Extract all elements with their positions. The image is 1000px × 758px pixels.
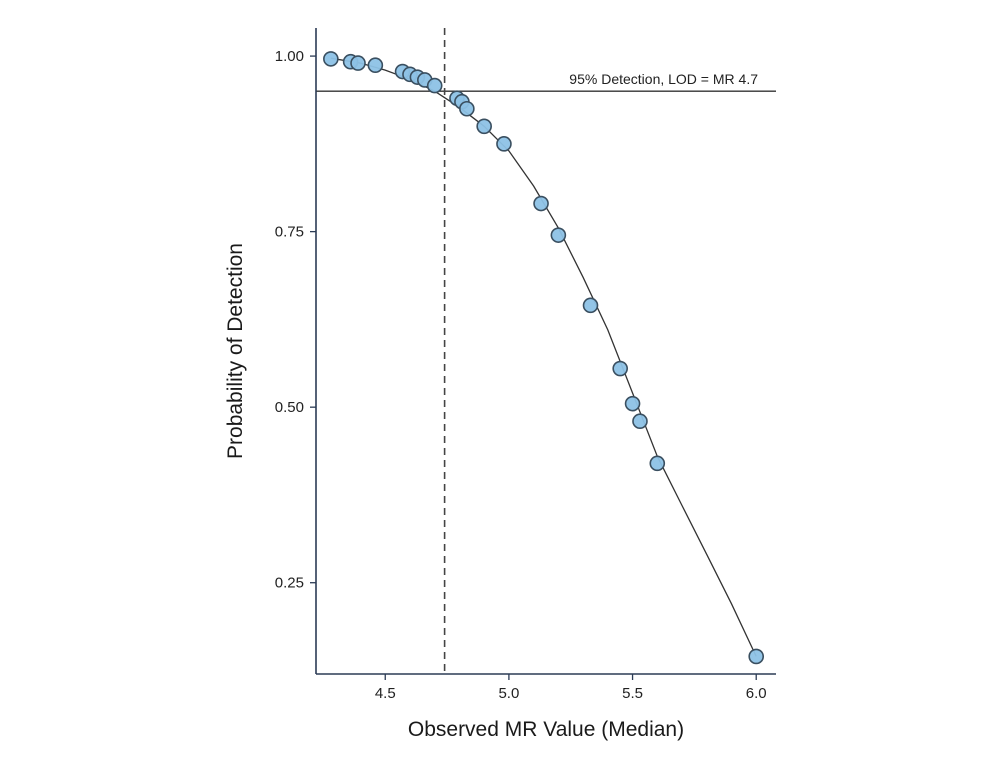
hline-annotation: 95% Detection, LOD = MR 4.7 xyxy=(569,71,758,87)
data-point xyxy=(582,297,599,314)
data-point xyxy=(350,55,366,71)
y-tick-label: 0.75 xyxy=(275,224,304,241)
axes-group xyxy=(310,28,776,680)
data-point xyxy=(748,648,765,665)
data-point xyxy=(649,455,666,472)
x-tick-label: 4.5 xyxy=(375,685,396,702)
data-point xyxy=(323,51,339,67)
x-tick-label: 5.0 xyxy=(498,685,519,702)
x-tick-label: 6.0 xyxy=(746,685,767,702)
data-point xyxy=(476,118,492,135)
labels-group: 95% Detection, LOD = MR 4.7 4.5 5.0 5.5 6.0 0… xyxy=(224,48,767,741)
fit-curve-group xyxy=(330,57,757,657)
y-axis-title: Probability of Detection xyxy=(224,243,247,459)
data-point xyxy=(612,360,628,377)
data-points-group xyxy=(323,51,765,665)
data-point xyxy=(459,100,475,117)
data-point xyxy=(367,57,384,74)
y-tick-label: 1.00 xyxy=(275,48,304,65)
data-point xyxy=(426,77,443,94)
data-point xyxy=(550,227,567,243)
data-point xyxy=(533,195,549,212)
x-axis-title: Observed MR Value (Median) xyxy=(408,718,684,741)
y-tick-label: 0.25 xyxy=(275,575,304,592)
x-tick-label: 5.5 xyxy=(622,685,643,702)
data-point xyxy=(496,136,512,152)
data-point xyxy=(624,395,641,412)
data-point xyxy=(632,413,648,430)
fit-curve-line xyxy=(330,57,757,657)
y-tick-label: 0.50 xyxy=(275,399,304,416)
